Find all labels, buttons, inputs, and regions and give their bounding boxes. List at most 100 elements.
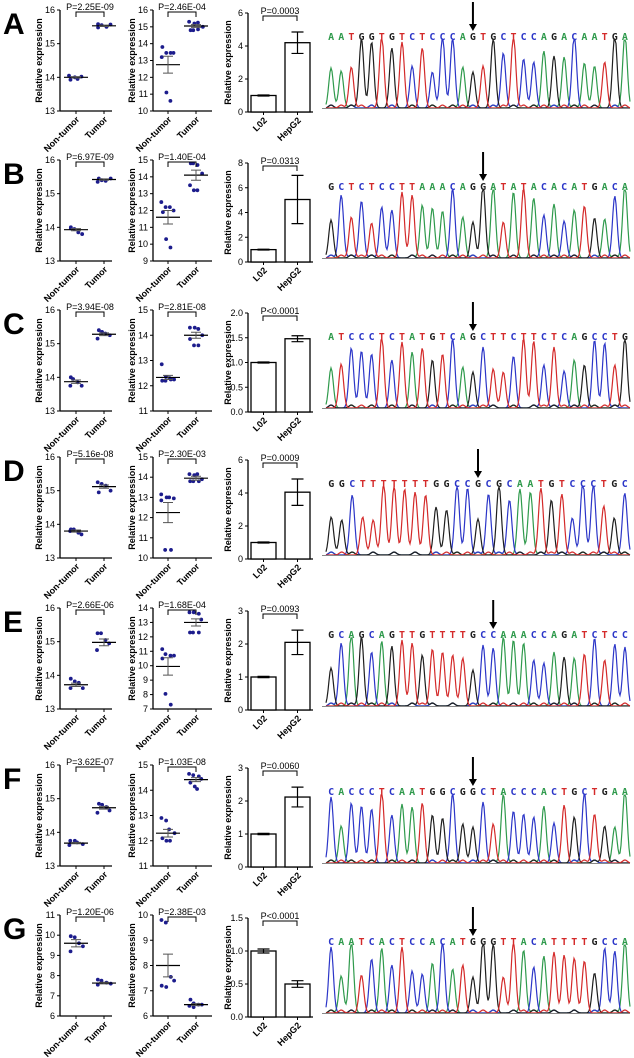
- base-letter: G: [571, 787, 577, 798]
- y-axis-label: Relative expression: [34, 318, 44, 403]
- base-letter: G: [611, 479, 617, 490]
- base-letter: G: [490, 937, 496, 948]
- significance-bracket: [75, 458, 105, 464]
- y-tick-label: 6: [238, 8, 243, 18]
- base-letter: A: [328, 332, 334, 343]
- base-letter: C: [622, 630, 628, 641]
- y-tick-label: 15: [138, 452, 148, 462]
- sem-error-bar: [99, 638, 109, 647]
- base-letter: T: [419, 332, 425, 343]
- data-point: [187, 472, 192, 477]
- data-point: [199, 617, 204, 622]
- sem-error-bar: [71, 841, 81, 845]
- y-tick-label: 15: [138, 155, 148, 165]
- data-point: [159, 362, 164, 367]
- panel-label: G: [3, 913, 26, 946]
- data-point: [191, 1005, 196, 1010]
- y-tick-label: 14: [138, 472, 148, 482]
- base-letter: C: [419, 937, 425, 948]
- significance-bracket: [262, 613, 298, 619]
- data-point: [68, 934, 73, 939]
- trace-G: [325, 189, 630, 259]
- base-letter: G: [490, 32, 496, 43]
- base-letter: G: [548, 479, 554, 490]
- base-letter: G: [592, 182, 598, 193]
- data-point: [159, 492, 164, 497]
- y-tick-label: 14: [138, 39, 148, 49]
- base-letter: T: [399, 630, 405, 641]
- data-point: [68, 77, 73, 82]
- base-letter: C: [531, 937, 537, 948]
- base-letter: G: [470, 937, 476, 948]
- base-letter: C: [358, 787, 364, 798]
- base-letter: T: [581, 182, 587, 193]
- sem-error-bar: [163, 501, 173, 524]
- base-letter: C: [510, 332, 516, 343]
- y-tick-label: 6: [238, 455, 243, 465]
- base-letter: T: [429, 630, 435, 641]
- data-point: [79, 532, 84, 537]
- sem-error-bar: [163, 828, 173, 838]
- base-letter: T: [450, 630, 456, 641]
- data-point: [104, 805, 109, 809]
- base-letter: C: [454, 479, 460, 490]
- base-letter: T: [490, 787, 496, 798]
- base-letter: C: [592, 332, 598, 343]
- y-axis-label: Relative expression: [127, 616, 137, 701]
- base-letter: C: [358, 182, 364, 193]
- data-point: [159, 200, 164, 204]
- base-letter: G: [389, 32, 395, 43]
- bar-chart: 0 2 4 6 8 Relative expression L02 HepG2 P=0.0313: [223, 156, 313, 293]
- base-letter: C: [480, 787, 486, 798]
- trace-G: [325, 814, 630, 864]
- y-tick-label: 8: [143, 961, 148, 971]
- data-point: [164, 237, 169, 242]
- base-letter: C: [450, 32, 456, 43]
- y-tick-label: 0.5: [230, 979, 243, 989]
- y-axis-label: Relative expression: [127, 168, 137, 253]
- base-letter: T: [612, 332, 618, 343]
- y-axis-label: Relative expression: [127, 18, 137, 103]
- base-letter: C: [531, 787, 537, 798]
- x-tick-label: L02: [251, 713, 269, 731]
- p-value: P=0.0313: [261, 156, 300, 166]
- base-letter: G: [480, 937, 486, 948]
- y-axis-label: Relative expression: [223, 618, 233, 703]
- base-letter: G: [622, 332, 628, 343]
- data-point: [196, 327, 201, 331]
- bar-chart: 0.0 0.5 1.0 1.5 2.0 Relative expression L02 Hep…: [223, 306, 313, 443]
- y-tick-label: 0: [238, 705, 243, 715]
- x-tick-label: Tumor: [83, 1019, 110, 1046]
- data-point: [159, 498, 164, 503]
- data-point: [171, 51, 176, 55]
- base-letter: A: [592, 32, 598, 43]
- data-point: [171, 208, 176, 213]
- base-letter: T: [391, 479, 397, 490]
- base-letter: A: [541, 937, 547, 948]
- x-tick-label: Non-tumor: [42, 869, 82, 909]
- sem-error-bar: [71, 682, 81, 687]
- base-letter: C: [369, 630, 375, 641]
- sem-error-bar: [99, 332, 109, 337]
- base-letter: T: [551, 332, 557, 343]
- x-tick-label: L02: [251, 1020, 269, 1038]
- trace-T: [326, 339, 631, 409]
- base-letter: T: [602, 32, 608, 43]
- base-letter: A: [622, 937, 628, 948]
- y-tick-label: 15: [45, 486, 55, 496]
- trace-G: [325, 37, 630, 109]
- base-letter: G: [429, 332, 435, 343]
- y-tick-label: 9: [143, 675, 148, 685]
- sem-error-bar: [191, 777, 201, 783]
- significance-bracket: [75, 311, 105, 317]
- significance-bracket: [167, 458, 197, 464]
- significance-bracket: [262, 770, 298, 776]
- bar: [250, 361, 277, 413]
- base-letter: G: [602, 787, 608, 798]
